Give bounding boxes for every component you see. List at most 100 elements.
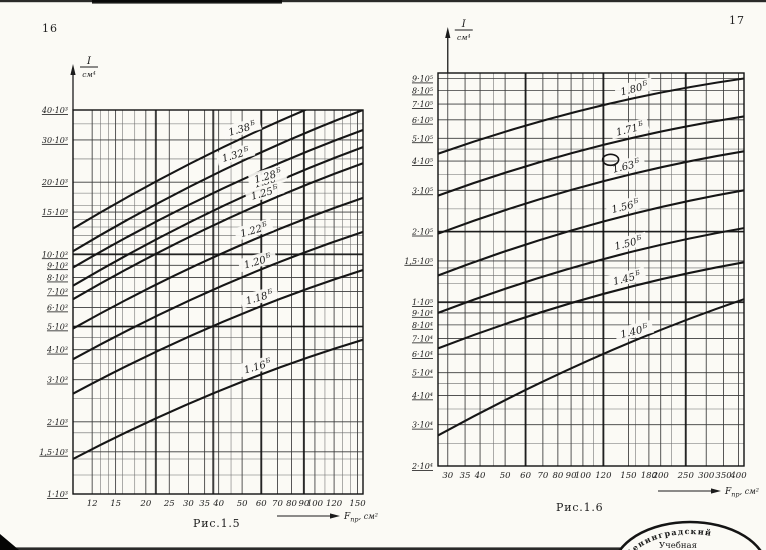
curve-label-text: 1.50Б: [613, 233, 644, 252]
x-tick-label: 30: [442, 471, 453, 481]
scan-corner-mark: [0, 534, 19, 550]
scan-edge-top: [0, 0, 766, 3]
plot-frame: [437, 72, 745, 467]
scan-edge-bottom: [0, 547, 622, 550]
y-tick-label: 9·10⁵: [412, 75, 434, 84]
y-tick-label: 8·10³: [47, 274, 68, 283]
y-tick-label: 1,5·10⁵: [404, 257, 433, 266]
y-tick-label: 8·10⁵: [412, 86, 434, 95]
curve-label-1-16: 1.16Б: [237, 354, 278, 378]
y-tick-label: 4·10³: [46, 346, 68, 355]
y-tick-label: 7·10⁵: [412, 100, 434, 109]
x-tick-label: 350: [715, 471, 732, 481]
y-tick-label: 40·10³: [41, 106, 68, 115]
y-tick-label: 5·10³: [47, 322, 68, 331]
curve-label-text: 1.71Б: [615, 119, 646, 138]
y-tick-label: 2·10⁴: [411, 462, 433, 471]
curve-labels: 1.38Б1.32Б1.30Б1.28Б1.25Б1.22Б1.20Б1.18Б…: [215, 116, 288, 378]
x-tick-label: 400: [729, 471, 747, 481]
y-axis-arrowhead: [70, 64, 76, 75]
x-tick-label: 150: [349, 499, 366, 509]
y-tick-label: 6·10⁵: [412, 116, 434, 125]
stamp-oval: [618, 520, 762, 550]
x-tick-label: 200: [652, 471, 670, 481]
y-tick-label: 3·10⁴: [412, 421, 433, 430]
curve-1-71: [438, 115, 744, 197]
x-axis-arrowhead: [711, 488, 721, 494]
x-tick-label: 60: [520, 471, 531, 481]
x-tick-label: 150: [620, 471, 637, 481]
grid: [438, 73, 744, 467]
figure-caption-left: Рис.1.5: [193, 517, 241, 530]
curve-1-80: [438, 77, 744, 155]
y-axis-label-numerator: I: [86, 56, 92, 67]
curve-1-38: [73, 110, 308, 230]
y-tick-label: 15·10³: [42, 208, 68, 217]
x-tick-label: 120: [326, 499, 343, 509]
curve-1-16: [73, 338, 363, 461]
x-tick-label: 90: [566, 471, 577, 481]
y-axis-label-numerator: I: [461, 19, 467, 30]
curve-label-1-20: 1.20Б: [237, 249, 278, 273]
reference-circle-marker: [601, 153, 620, 167]
x-tick-label: 50: [237, 499, 248, 509]
curve-label-1-50: 1.50Б: [608, 231, 649, 254]
x-tick-label: 15: [110, 499, 121, 509]
y-tick-label: 9·10⁴: [412, 309, 433, 318]
curve-label-text: 1.80Б: [619, 79, 650, 98]
y-tick-label: 6·10⁴: [412, 350, 433, 359]
curve-1-63: [438, 150, 744, 235]
y-tick-label: 7·10³: [47, 287, 68, 296]
curve-1-45: [438, 261, 744, 350]
figure-caption-right: Рис.1.6: [556, 501, 604, 514]
y-tick-labels: 2·10⁴ 3·10⁴ 4·10⁴ 5·10⁴ 6·10⁴ 7·10⁴ 8·10⁴ 9·10⁴…: [404, 75, 433, 471]
y-tick-label: 5·10⁵: [412, 134, 434, 143]
x-tick-label: 30: [183, 499, 194, 509]
x-axis-label: Fпр, см²: [724, 487, 759, 499]
y-tick-label: 5·10⁴: [412, 369, 433, 378]
x-tick-label: 180: [641, 471, 658, 481]
curve-1-22: [73, 196, 363, 330]
y-tick-label: 3·10⁵: [412, 186, 434, 195]
y-tick-label: 10·10³: [42, 250, 68, 259]
curve-label-1-32: 1.32Б: [215, 142, 256, 166]
x-tick-label: 35: [460, 471, 471, 481]
x-tick-label: 250: [677, 471, 695, 481]
x-tick-label: 300: [698, 471, 715, 481]
curve-1-40: [438, 298, 744, 437]
y-tick-label: 7·10⁴: [412, 334, 433, 343]
x-tick-label: 40: [212, 499, 224, 509]
y-tick-labels: 1·10³ 1,5·10³ 2·10³ 3·10³ 4·10³ 5·10³ 6·10³ 7·1…: [39, 106, 68, 499]
curve-1-56: [438, 189, 744, 277]
x-tick-label: 40: [474, 471, 486, 481]
x-axis-arrowhead: [330, 513, 340, 519]
x-tick-label: 35: [199, 499, 210, 509]
y-tick-label: 1·10⁵: [412, 298, 434, 307]
curve-1-50: [438, 227, 744, 314]
curve-1-18: [73, 268, 363, 395]
curve-1-20: [73, 230, 363, 361]
curve-label-text: 1.56Б: [610, 196, 641, 215]
x-tick-label: 90: [298, 499, 309, 509]
x-tick-label: 12: [87, 499, 98, 509]
y-axis-arrowhead: [445, 27, 451, 38]
library-stamp: Ленинградский Учебная: [618, 520, 762, 550]
y-tick-label: 30·10³: [42, 136, 68, 145]
y-tick-label: 4·10⁴: [411, 391, 433, 400]
page-number-right: 17: [729, 14, 745, 27]
curve-label-1-80: 1.80Б: [614, 77, 655, 100]
x-tick-label: 120: [595, 471, 612, 481]
y-tick-label: 6·10³: [47, 303, 68, 312]
curve-label-1-40: 1.40Б: [614, 319, 655, 342]
curve-label-1-18: 1.18Б: [239, 285, 280, 309]
curves: [73, 110, 363, 461]
x-tick-label: 50: [500, 471, 511, 481]
y-tick-label: 20·10³: [41, 178, 68, 187]
scan-edge-top-blob: [92, 0, 282, 4]
